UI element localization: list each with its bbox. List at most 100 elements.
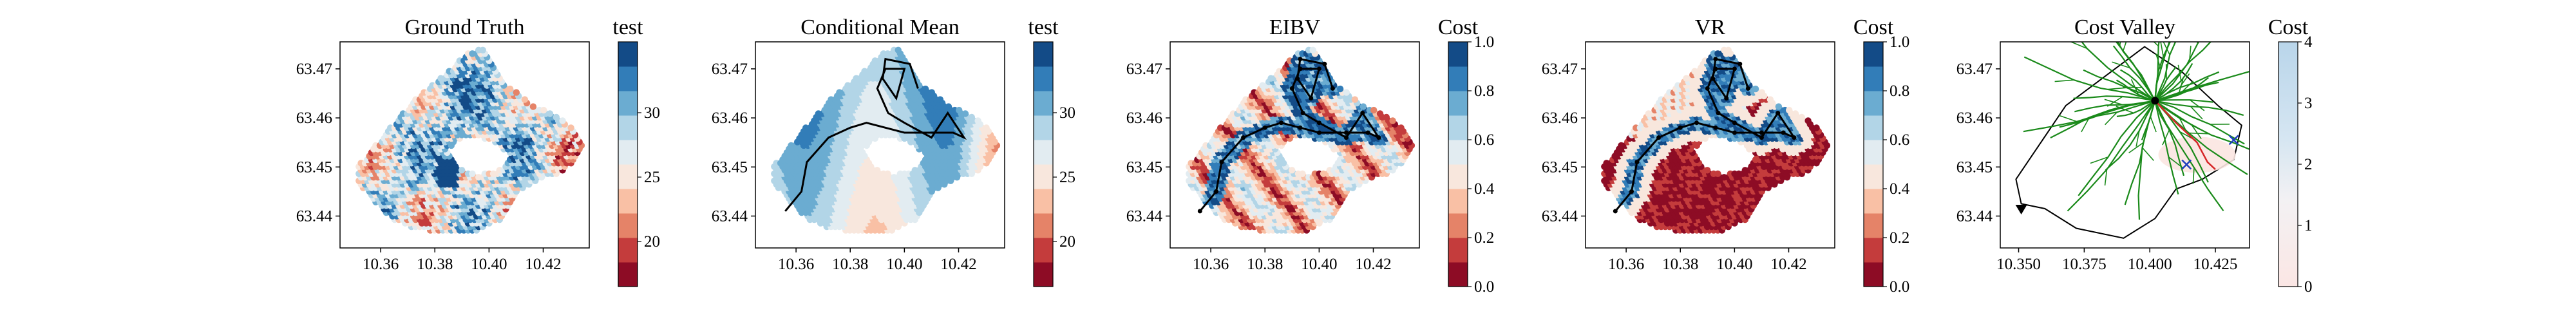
path-waypoint bbox=[1298, 66, 1303, 71]
axes-frame bbox=[339, 41, 590, 249]
plot-area bbox=[1601, 46, 1831, 234]
grid-cell bbox=[983, 124, 990, 131]
grid-cell bbox=[469, 170, 476, 177]
colorbar-segment bbox=[1034, 140, 1053, 165]
grid-cell bbox=[1376, 110, 1384, 117]
colorbar-tick-label: 0.2 bbox=[1474, 229, 1494, 247]
colorbar-segment bbox=[618, 238, 638, 263]
grid-cell bbox=[1351, 96, 1359, 103]
path-waypoint bbox=[1309, 96, 1314, 101]
x-tick-label: 10.36 bbox=[778, 256, 814, 273]
path-waypoint bbox=[1298, 57, 1303, 62]
x-tick-label: 10.42 bbox=[525, 256, 561, 273]
sampling-path bbox=[784, 57, 967, 212]
grid-cell bbox=[895, 46, 902, 54]
grid-cell bbox=[540, 106, 547, 114]
grid-cell bbox=[521, 96, 529, 103]
grid-cell bbox=[1359, 103, 1367, 110]
path-waypoint bbox=[1316, 66, 1321, 71]
plot-area bbox=[355, 46, 585, 234]
colorbar-segment bbox=[1448, 42, 1468, 67]
y-tick-label: 63.45 bbox=[296, 158, 332, 176]
y-tick-label: 63.46 bbox=[296, 109, 332, 127]
y-tick-label: 63.47 bbox=[296, 61, 332, 78]
colorbar-segment bbox=[618, 115, 638, 140]
colorbar-segment bbox=[618, 140, 638, 165]
colorbar-frame bbox=[1448, 41, 1468, 287]
colorbar-segment bbox=[1448, 213, 1468, 238]
path-waypoint bbox=[1316, 120, 1321, 126]
grid-cell bbox=[1343, 89, 1350, 96]
path-waypoint bbox=[1262, 125, 1267, 130]
path-waypoint bbox=[1343, 135, 1349, 140]
colorbar-tick-label: 20 bbox=[1059, 233, 1075, 251]
grid-cell bbox=[529, 103, 537, 110]
grid-cell bbox=[956, 106, 963, 114]
colorbar-segment bbox=[1448, 91, 1468, 116]
colorbar-tick-label: 30 bbox=[1059, 104, 1075, 122]
panel-title: Conditional Mean bbox=[800, 15, 959, 39]
grid-cell bbox=[1389, 117, 1396, 124]
colorbar-segment bbox=[1034, 91, 1053, 116]
x-tick-label: 10.40 bbox=[1301, 256, 1337, 273]
y-tick-label: 63.46 bbox=[1126, 109, 1162, 127]
colorbar-tick-label: 20 bbox=[644, 233, 660, 251]
y-tick-label: 63.47 bbox=[1126, 61, 1162, 78]
grid-cell bbox=[961, 110, 969, 117]
grid-cell bbox=[1383, 113, 1390, 121]
colorbar-tick-label: 0.6 bbox=[1474, 131, 1494, 149]
y-tick-label: 63.45 bbox=[712, 158, 748, 176]
grid-cell bbox=[922, 85, 929, 93]
grid-cell bbox=[928, 89, 936, 96]
y-tick-label: 63.44 bbox=[1126, 207, 1163, 225]
grid-cell bbox=[553, 113, 560, 121]
grid-cell bbox=[936, 96, 944, 103]
colorbar-tick-label: 0.8 bbox=[1474, 82, 1494, 100]
colorbar-label: Cost bbox=[1438, 15, 1479, 39]
colorbar-tick-label: 0.4 bbox=[1474, 180, 1495, 198]
colorbar-segment bbox=[618, 189, 638, 214]
path-waypoint bbox=[1289, 86, 1294, 91]
x-tick-label: 10.42 bbox=[1355, 256, 1391, 273]
grid-cell bbox=[567, 124, 574, 131]
path-waypoint bbox=[1365, 130, 1370, 135]
path-waypoint bbox=[1300, 111, 1305, 115]
path-waypoint bbox=[1197, 209, 1202, 214]
colorbar-tick-label: 25 bbox=[1059, 169, 1075, 186]
path-waypoint bbox=[1376, 135, 1381, 140]
colorbar-tick-label: 30 bbox=[644, 104, 660, 122]
grid-cell bbox=[884, 170, 891, 177]
x-tick-label: 10.42 bbox=[940, 256, 976, 273]
panel-title: VR bbox=[1695, 15, 1726, 39]
colorbar-segment bbox=[1448, 164, 1468, 189]
panel-title: Ground Truth bbox=[404, 15, 524, 39]
colorbar-segment bbox=[1034, 238, 1053, 263]
colorbar-segment bbox=[1034, 164, 1053, 189]
colorbar-segment bbox=[618, 164, 638, 189]
plot-area bbox=[771, 46, 1001, 234]
axes-frame bbox=[755, 41, 1005, 249]
path-waypoint bbox=[1316, 130, 1321, 135]
grid-cell bbox=[1288, 167, 1296, 174]
colorbar-segment bbox=[1448, 262, 1468, 287]
colorbar-frame bbox=[618, 41, 638, 287]
path-waypoint bbox=[1330, 86, 1335, 91]
y-tick-label: 63.44 bbox=[712, 207, 748, 225]
grid-cell bbox=[546, 110, 554, 117]
grid-cell bbox=[1299, 170, 1306, 177]
grid-cell bbox=[1336, 85, 1344, 93]
path-waypoint bbox=[1298, 125, 1303, 130]
x-tick-label: 10.40 bbox=[886, 256, 922, 273]
x-tick-label: 10.40 bbox=[471, 256, 507, 273]
colorbar-segment bbox=[618, 213, 638, 238]
path-waypoint bbox=[1241, 135, 1246, 140]
colorbar-segment bbox=[1034, 66, 1053, 91]
axes-frame bbox=[1170, 41, 1420, 249]
plot-area bbox=[1186, 46, 1416, 234]
